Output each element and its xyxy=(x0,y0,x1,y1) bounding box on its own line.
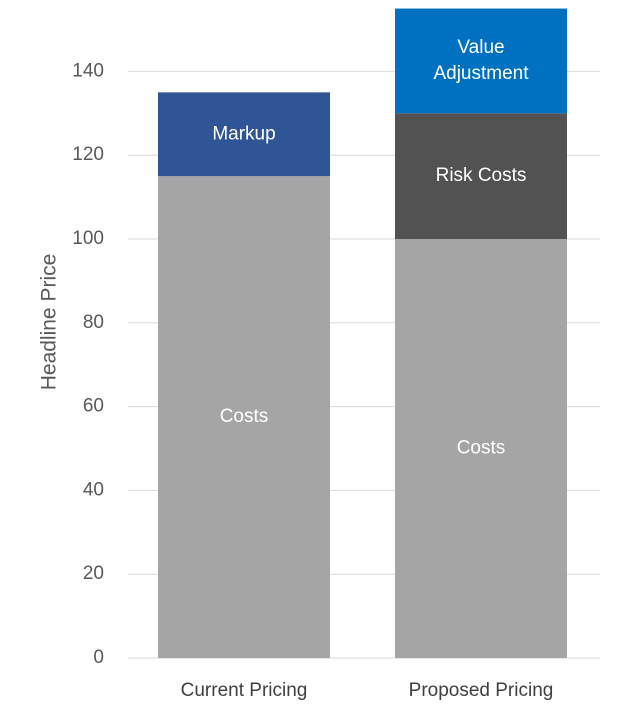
y-tick-label: 80 xyxy=(83,312,104,333)
bar-stack: Costs Markup xyxy=(158,92,330,658)
y-axis-title: Headline Price xyxy=(38,254,61,391)
y-tick-label: 40 xyxy=(83,479,104,500)
x-category-label: Current Pricing xyxy=(181,680,308,701)
bar-segment xyxy=(158,92,330,177)
y-tick-label: 60 xyxy=(83,396,104,417)
y-tick-label: 120 xyxy=(72,144,104,165)
y-tick-label: 140 xyxy=(72,60,104,81)
bar-segment xyxy=(158,176,330,658)
bar-segment xyxy=(395,239,567,658)
x-category-label: Proposed Pricing xyxy=(409,680,554,701)
segment-label: Costs xyxy=(457,438,506,459)
y-tick-label: 0 xyxy=(93,647,104,668)
segment-label: Value xyxy=(457,37,504,58)
y-axis-ticks: 0 20 40 60 80 100 120 140 xyxy=(72,60,104,668)
bar-stack: Costs Risk Costs Value Adjustment xyxy=(395,8,567,658)
y-tick-label: 20 xyxy=(83,563,104,584)
segment-label: Adjustment xyxy=(433,63,529,84)
bar-segment xyxy=(395,8,567,114)
segment-label: Risk Costs xyxy=(436,165,527,186)
segment-label: Markup xyxy=(212,123,275,144)
bars: Costs Markup Costs Risk Costs Value Adjustmen… xyxy=(158,8,567,658)
x-axis-categories: Current Pricing Proposed Pricing xyxy=(181,680,554,701)
bar-segment xyxy=(395,113,567,239)
y-tick-label: 100 xyxy=(72,228,104,249)
segment-label: Costs xyxy=(220,406,269,427)
